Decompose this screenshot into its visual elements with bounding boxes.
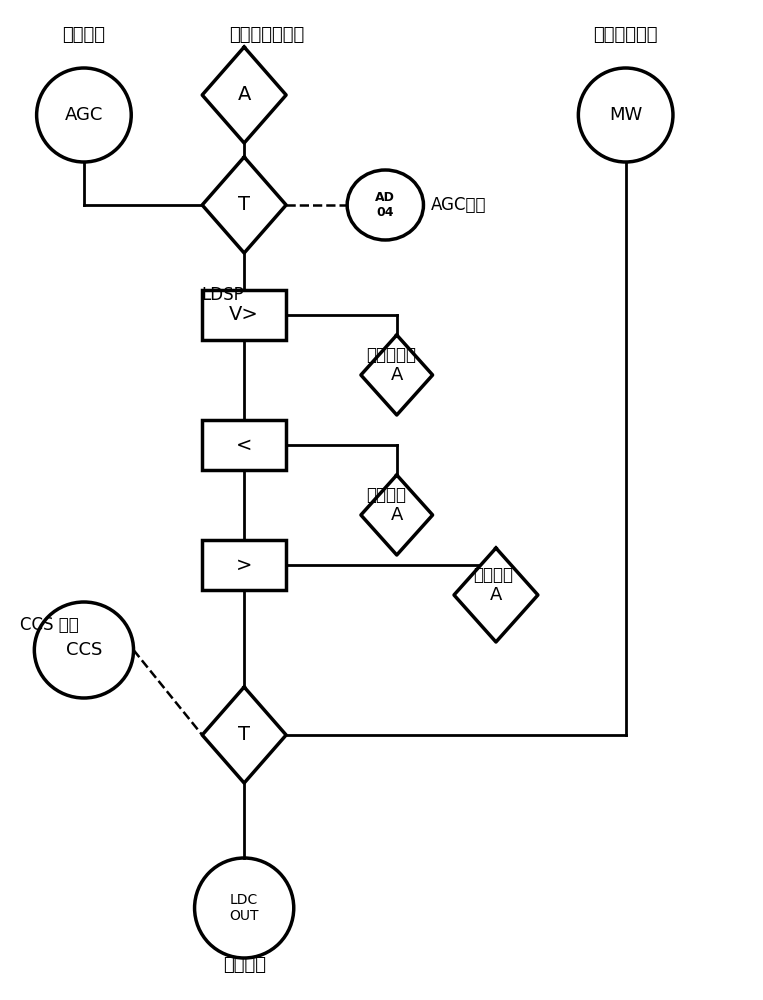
Polygon shape (361, 335, 433, 415)
Polygon shape (361, 475, 433, 555)
Text: A: A (391, 366, 403, 384)
Text: CCS: CCS (66, 641, 102, 659)
Text: LDC
OUT: LDC OUT (230, 893, 259, 923)
Text: 负荷上限: 负荷上限 (473, 566, 513, 584)
Bar (202, 540, 286, 590)
Text: A: A (490, 586, 502, 604)
Text: >: > (236, 556, 253, 574)
Text: LDSP: LDSP (201, 286, 244, 304)
Bar (202, 420, 286, 470)
Text: 负荷指令: 负荷指令 (223, 956, 266, 974)
Polygon shape (202, 687, 286, 783)
Text: V>: V> (230, 306, 259, 324)
Text: A: A (391, 506, 403, 524)
Text: 电厂操作员指令: 电厂操作员指令 (230, 26, 304, 44)
Polygon shape (202, 47, 286, 143)
Text: AGC投入: AGC投入 (431, 196, 487, 214)
Text: MW: MW (609, 106, 642, 124)
Text: T: T (238, 196, 250, 215)
Text: 机组实发功率: 机组实发功率 (594, 26, 658, 44)
Text: AD
04: AD 04 (375, 191, 395, 219)
Text: 负荷下限: 负荷下限 (366, 486, 406, 504)
Text: T: T (238, 726, 250, 744)
Bar (202, 290, 286, 340)
Text: <: < (236, 436, 253, 454)
Text: AGC: AGC (65, 106, 103, 124)
Polygon shape (202, 157, 286, 253)
Text: A: A (237, 86, 251, 104)
Text: 中调指令: 中调指令 (63, 26, 105, 44)
Polygon shape (454, 548, 538, 642)
Text: 负荷变化率: 负荷变化率 (366, 346, 417, 364)
Text: CCS 方式: CCS 方式 (21, 616, 79, 634)
